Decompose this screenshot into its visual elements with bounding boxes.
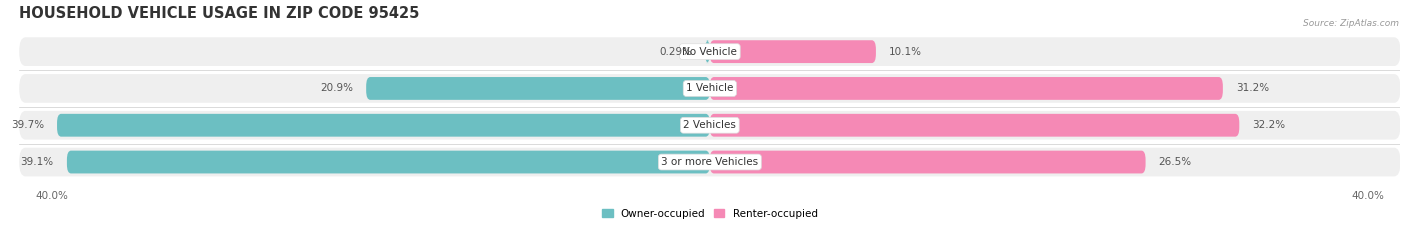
Text: 31.2%: 31.2%	[1236, 83, 1270, 93]
FancyBboxPatch shape	[20, 148, 1400, 176]
Text: 10.1%: 10.1%	[889, 47, 922, 57]
FancyBboxPatch shape	[67, 151, 710, 173]
Text: 20.9%: 20.9%	[321, 83, 353, 93]
Text: 1 Vehicle: 1 Vehicle	[686, 83, 734, 93]
FancyBboxPatch shape	[20, 111, 1400, 140]
FancyBboxPatch shape	[710, 40, 876, 63]
Text: 39.7%: 39.7%	[11, 120, 44, 130]
FancyBboxPatch shape	[20, 74, 1400, 103]
Text: 26.5%: 26.5%	[1159, 157, 1192, 167]
Legend: Owner-occupied, Renter-occupied: Owner-occupied, Renter-occupied	[598, 205, 821, 223]
FancyBboxPatch shape	[710, 77, 1223, 100]
FancyBboxPatch shape	[20, 37, 1400, 66]
FancyBboxPatch shape	[58, 114, 710, 137]
Text: 39.1%: 39.1%	[21, 157, 53, 167]
FancyBboxPatch shape	[366, 77, 710, 100]
Text: Source: ZipAtlas.com: Source: ZipAtlas.com	[1303, 19, 1399, 28]
Text: 3 or more Vehicles: 3 or more Vehicles	[661, 157, 758, 167]
Text: No Vehicle: No Vehicle	[682, 47, 737, 57]
FancyBboxPatch shape	[710, 151, 1146, 173]
Text: 32.2%: 32.2%	[1253, 120, 1285, 130]
Text: 0.29%: 0.29%	[659, 47, 692, 57]
Text: HOUSEHOLD VEHICLE USAGE IN ZIP CODE 95425: HOUSEHOLD VEHICLE USAGE IN ZIP CODE 9542…	[20, 6, 419, 21]
FancyBboxPatch shape	[704, 40, 710, 63]
Text: 2 Vehicles: 2 Vehicles	[683, 120, 737, 130]
FancyBboxPatch shape	[710, 114, 1239, 137]
